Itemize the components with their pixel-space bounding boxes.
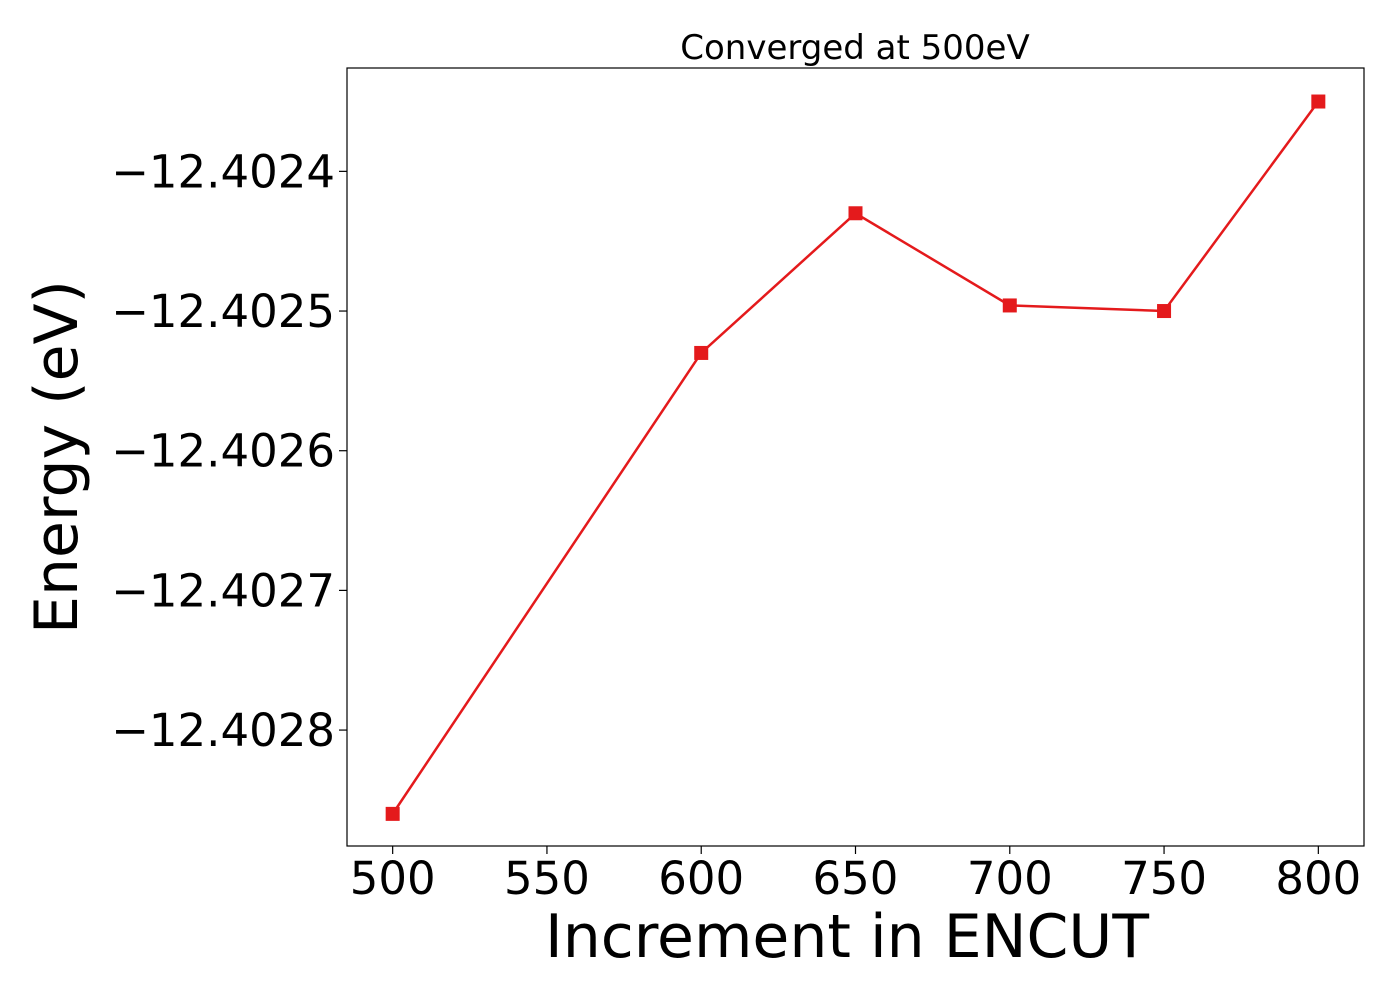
data-point-marker bbox=[1002, 298, 1017, 313]
y-tick-label: −12.4028 bbox=[111, 704, 335, 757]
y-axis-ticks: −12.4028 −12.4027 −12.4026 −12.4025 −12.4024 bbox=[111, 145, 347, 757]
x-tick-label: 700 bbox=[967, 852, 1053, 905]
x-tick-label: 650 bbox=[813, 852, 899, 905]
y-tick-label: −12.4026 bbox=[111, 425, 335, 478]
data-point-marker bbox=[1311, 94, 1326, 109]
x-tick-label: 550 bbox=[504, 852, 590, 905]
x-tick-label: 800 bbox=[1275, 852, 1361, 905]
plot-area-frame bbox=[346, 67, 1365, 847]
x-tick-label: 500 bbox=[350, 852, 436, 905]
x-tick-label: 750 bbox=[1121, 852, 1207, 905]
y-tick-label: −12.4027 bbox=[111, 564, 335, 617]
data-point-marker bbox=[385, 806, 400, 821]
y-axis-title: Energy (eV) bbox=[22, 280, 92, 634]
y-tick-label: −12.4024 bbox=[111, 145, 335, 198]
x-tick-label: 600 bbox=[658, 852, 744, 905]
y-tick-label: −12.4025 bbox=[111, 285, 335, 338]
data-point-marker bbox=[694, 345, 709, 360]
series-line bbox=[391, 100, 1320, 815]
data-point-marker bbox=[1157, 304, 1172, 319]
data-point-marker bbox=[848, 206, 863, 221]
x-axis-title: Increment in ENCUT bbox=[545, 902, 1149, 972]
x-axis-ticks: 500 550 600 650 700 750 800 bbox=[350, 846, 1361, 905]
chart-title: Converged at 500eV bbox=[680, 28, 1029, 68]
data-series bbox=[385, 94, 1326, 821]
